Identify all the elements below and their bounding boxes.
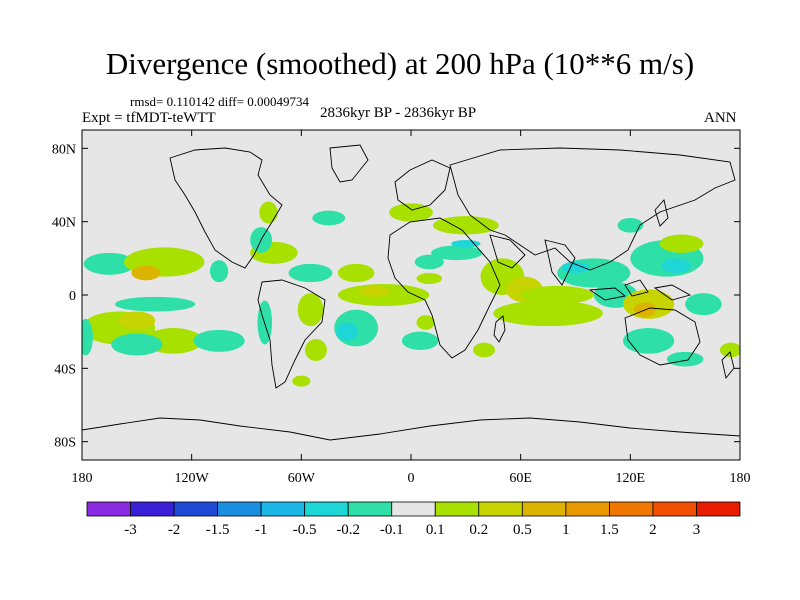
divergence-region [520,285,594,305]
colorbar-label: 1.5 [600,522,619,538]
divergence-region [493,300,603,327]
divergence-region [209,260,229,283]
stats-text: rmsd= 0.110142 diff= 0.00049734 [130,94,309,109]
divergence-region [659,234,704,253]
colorbar-label: -0.2 [336,522,360,538]
y-tick-label: 0 [69,289,76,304]
colorbar-label: -1 [255,522,268,538]
colorbar-swatch [130,501,175,517]
divergence-region [292,375,311,387]
colorbar-label: -0.5 [293,522,317,538]
colorbar-label: 3 [693,522,701,538]
y-tick-label: 40N [52,216,76,231]
divergence-region [336,322,358,341]
coastlines [82,144,740,441]
divergence-region [389,203,433,222]
colorbar-swatch [521,501,567,517]
divergence-region [473,342,496,358]
colorbar-swatch [391,501,436,517]
divergence-region [83,252,136,275]
colorbar-label: -3 [124,522,137,538]
divergence-region [685,293,722,316]
colorbar-label: 0.2 [469,522,488,538]
colorbar-swatch [609,501,654,517]
divergence-region [304,339,327,361]
season-label: ANN [704,110,737,126]
divergence-region [666,351,704,367]
x-tick-label: 180 [72,471,93,486]
divergence-region [111,333,163,356]
colorbar-swatch [86,501,131,517]
x-tick-label: 0 [408,471,415,486]
y-tick-label: 40S [54,362,76,377]
colorbar-label: 2 [649,522,657,538]
colorbar-label: -2 [168,522,181,538]
colorbar-swatch [696,501,741,517]
colorbar-swatch [434,501,480,517]
colorbar-swatch [173,501,218,517]
divergence-field [82,201,740,387]
y-tick-label: 80S [54,436,76,451]
divergence-region [719,342,740,358]
chart-title: Divergence (smoothed) at 200 hPa (10**6 … [105,46,695,81]
divergence-region [297,293,324,327]
divergence-region [414,254,444,270]
divergence-region [359,285,390,297]
period-label: 2836kyr BP - 2836kyr BP [320,105,477,121]
divergence-region [401,331,439,351]
colorbar-swatch [652,501,697,517]
divergence-region [560,262,591,273]
divergence-region [337,263,375,283]
colorbar-swatch [347,501,393,517]
colorbar-swatch [478,501,523,517]
divergence-region [259,201,278,224]
divergence-region [661,258,691,273]
y-tick-label: 80N [52,142,76,157]
x-tick-label: 120W [175,471,210,486]
divergence-region [312,210,346,226]
colorbar-swatch [304,501,349,517]
divergence-region [118,311,156,330]
colorbar-swatch [565,501,610,517]
divergence-region [432,216,499,235]
divergence-region [82,318,93,356]
divergence-region [193,329,245,352]
x-tick-label: 60W [288,471,316,486]
colorbar-label: 1 [562,522,570,538]
colorbar-swatch [217,501,262,517]
x-tick-label: 60E [509,471,532,486]
colorbar-swatch [260,501,306,517]
divergence-region [416,315,435,330]
colorbar-label: -0.1 [380,522,404,538]
colorbar-label: 0.5 [513,522,532,538]
divergence-region [451,240,481,248]
divergence-region [617,218,644,233]
x-tick-label: 120E [616,471,646,486]
divergence-region [623,328,675,354]
x-tick-label: 180 [730,471,751,486]
colorbar-label: 0.1 [426,522,445,538]
divergence-region [131,265,161,281]
colorbar-label: -1.5 [206,522,230,538]
experiment-label: Expt = tfMDT-teWTT [82,110,216,126]
divergence-region [416,273,443,284]
divergence-region [431,245,483,261]
divergence-region [288,263,333,283]
divergence-region [114,296,196,312]
